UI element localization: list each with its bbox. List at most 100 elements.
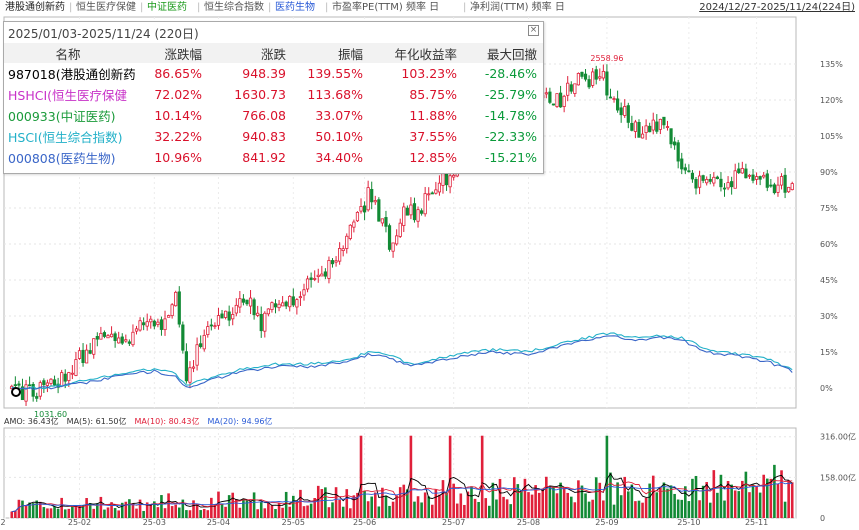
tab-hsci[interactable]: 恒生综合指数 [204, 2, 264, 13]
candle-body [206, 326, 210, 335]
volume-bar [445, 493, 448, 518]
main-plot-frame [3, 16, 797, 409]
candle-body [263, 312, 267, 332]
candle-body [416, 209, 420, 222]
candle-body [712, 176, 716, 184]
volume-bar [676, 499, 680, 518]
volume-bar [673, 493, 676, 518]
candle-body [434, 189, 438, 194]
volume-bar [591, 499, 594, 518]
volume-bar [277, 502, 281, 518]
candle-body [370, 189, 374, 203]
tab-000808[interactable]: 医药生物 [275, 2, 315, 13]
volume-bar [723, 500, 726, 518]
volume-bar [648, 483, 651, 518]
row-amplitude: 50.10% [315, 129, 363, 144]
date-range[interactable]: 2024/12/27-2025/11/24(224日) [699, 2, 855, 13]
volume-bar [288, 506, 292, 518]
row-max-drawdown: -14.78% [484, 108, 537, 123]
candle-body [569, 84, 573, 92]
table-row[interactable]: 000808(医药生物) 10.96% 841.92 34.40% 12.85%… [4, 147, 543, 168]
x-tick-label: 25-05 [282, 518, 305, 527]
candle-body [209, 324, 213, 327]
candle-body [302, 289, 306, 296]
tab-pe-ttm[interactable]: 市盈率PE(TTM) 频率 日 [332, 2, 440, 13]
candle-body [131, 331, 135, 346]
tab-987018[interactable]: 港股通创新药 [5, 2, 65, 13]
tab-hshci[interactable]: 恒生医疗保健 [76, 2, 136, 13]
row-annual-return: 103.23% [401, 66, 457, 81]
volume-bar [687, 501, 691, 518]
table-row[interactable]: 987018(港股通创新药 86.65% 948.39 139.55% 103.… [4, 63, 543, 84]
volume-bar [103, 509, 106, 518]
volume-bar [406, 489, 409, 518]
volume-bar [420, 502, 423, 518]
volume-bar [356, 492, 359, 518]
candle-body [612, 98, 616, 100]
volume-bar [498, 478, 502, 518]
candle-body [181, 324, 185, 351]
candle-body [562, 95, 566, 107]
volume-bar [755, 486, 758, 518]
candle-body [152, 320, 156, 327]
volume-bar [213, 504, 217, 518]
volume-bar [14, 510, 17, 518]
volume-bar [609, 472, 612, 518]
volume-bar [366, 501, 370, 518]
volume-bar [566, 492, 570, 518]
candle-body [694, 178, 698, 189]
volume-bar [783, 501, 787, 518]
volume-bar [719, 474, 723, 518]
tab-net-profit[interactable]: 净利润(TTM) 频率 日 [470, 2, 565, 13]
close-icon[interactable]: × [528, 25, 539, 36]
tab-000933[interactable]: 中证医药 [147, 2, 187, 13]
volume-bar [634, 501, 637, 518]
volume-bar [81, 505, 85, 518]
volume-bar [259, 502, 263, 518]
candle-body [20, 386, 25, 401]
candle-body [52, 379, 57, 386]
volume-bar [495, 499, 498, 518]
candle-body [555, 93, 559, 107]
volume-bar [85, 498, 88, 518]
volume-bar [338, 499, 341, 518]
volume-bar [334, 487, 338, 518]
volume-bar [31, 503, 35, 518]
volume-bar [28, 502, 31, 518]
volume-bar [409, 435, 413, 518]
candle-body [594, 69, 598, 80]
volume-legend-ma5: MA(5): 61.50亿 [67, 416, 127, 426]
volume-bar [113, 508, 117, 518]
candle-body [284, 301, 288, 307]
volume-bar [512, 477, 516, 518]
candle-body [772, 184, 777, 194]
candle-body [651, 119, 655, 131]
candle-body [705, 179, 709, 184]
volume-bar [698, 500, 701, 518]
candle-body [366, 187, 370, 211]
table-row[interactable]: 000933(中证医药) 10.14% 766.08 33.07% 11.88%… [4, 105, 543, 126]
col-change: 涨跌 [208, 43, 292, 63]
candle-body [60, 372, 64, 387]
annotation-low: 1031.60 [34, 410, 67, 419]
volume-bar [623, 476, 627, 518]
candle-body [159, 319, 164, 330]
candle-body [437, 182, 442, 193]
candle-body [441, 172, 445, 186]
candle-body [633, 121, 638, 132]
candle-body [35, 396, 39, 399]
volume-bar [120, 502, 124, 518]
x-tick-label: 25-07 [442, 518, 465, 527]
candle-body [608, 96, 613, 99]
y-tick-label: 120% [820, 96, 843, 105]
y-tick-label: 0% [820, 384, 833, 393]
table-row[interactable]: HSCI(恒生综合指数) 32.22% 940.83 50.10% 37.55%… [4, 126, 543, 147]
candle-body [640, 133, 645, 139]
candle-body [697, 175, 702, 188]
candle-body [544, 92, 548, 95]
volume-bar [377, 506, 381, 518]
table-row[interactable]: HSHCI(恒生医疗保健 72.02% 1630.73 113.68% 85.7… [4, 84, 543, 105]
x-tick-label: 25-06 [353, 518, 376, 527]
volume-bar [192, 500, 195, 518]
volume-bar [651, 475, 655, 518]
